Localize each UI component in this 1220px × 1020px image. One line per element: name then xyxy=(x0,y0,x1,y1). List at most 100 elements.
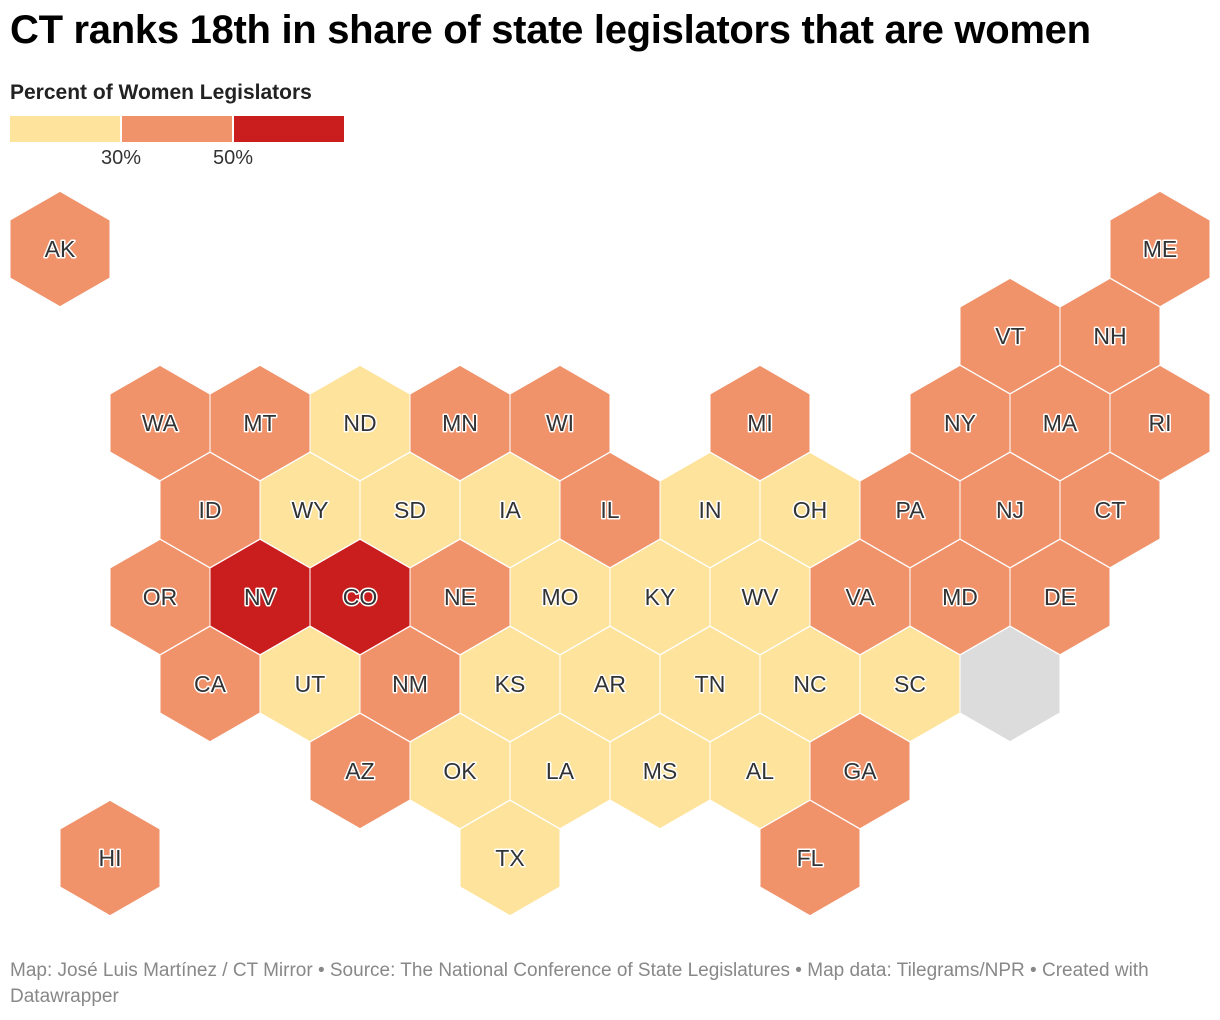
state-label-nv: NV xyxy=(244,584,277,610)
state-nd[interactable]: ND xyxy=(309,364,411,482)
state-ar[interactable]: AR xyxy=(559,625,661,743)
state-wi[interactable]: WI xyxy=(509,364,611,482)
state-ky[interactable]: KY xyxy=(609,538,711,656)
state-label-ms: MS xyxy=(643,758,678,784)
state-tx[interactable]: TX xyxy=(459,799,561,917)
state-label-ri: RI xyxy=(1149,410,1172,436)
state-nh[interactable]: NH xyxy=(1059,277,1161,395)
hex-map: AK ME VT NH WA MT ND MN WI MI NY MA RI ID WY SD IA IL IN OH… xyxy=(9,190,1211,917)
state-label-in: IN xyxy=(699,497,722,523)
state-label-ga: GA xyxy=(843,758,877,784)
state-ks[interactable]: KS xyxy=(459,625,561,743)
state-label-ny: NY xyxy=(944,410,976,436)
state-il[interactable]: IL xyxy=(559,451,661,569)
state-label-or: OR xyxy=(143,584,178,610)
state-label-ks: KS xyxy=(495,671,526,697)
state-ca[interactable]: CA xyxy=(159,625,261,743)
state-label-wy: WY xyxy=(291,497,328,523)
state-label-mt: MT xyxy=(243,410,276,436)
state-label-ia: IA xyxy=(499,497,521,523)
state-pa[interactable]: PA xyxy=(859,451,961,569)
state-label-me: ME xyxy=(1143,236,1178,262)
legend-segment-low xyxy=(10,116,120,142)
state-label-mo: MO xyxy=(541,584,578,610)
state-label-ar: AR xyxy=(594,671,626,697)
state-label-nc: NC xyxy=(793,671,826,697)
state-nm[interactable]: NM xyxy=(359,625,461,743)
state-ut[interactable]: UT xyxy=(259,625,361,743)
state-label-ma: MA xyxy=(1043,410,1078,436)
state-tn[interactable]: TN xyxy=(659,625,761,743)
state-hex-tx[interactable] xyxy=(459,799,561,917)
state-label-la: LA xyxy=(546,758,575,784)
chart-title: CT ranks 18th in share of state legislat… xyxy=(10,8,1091,52)
state-label-id: ID xyxy=(199,497,222,523)
state-label-co: CO xyxy=(343,584,378,610)
state-label-wv: WV xyxy=(741,584,779,610)
state-label-tx: TX xyxy=(495,845,524,871)
state-label-wi: WI xyxy=(546,410,574,436)
state-ms[interactable]: MS xyxy=(609,712,711,830)
state-hex-fl[interactable] xyxy=(759,799,861,917)
state-de[interactable]: DE xyxy=(1009,538,1111,656)
state-label-ca: CA xyxy=(194,671,227,697)
state-label-ky: KY xyxy=(645,584,676,610)
state-la[interactable]: LA xyxy=(509,712,611,830)
state-label-nj: NJ xyxy=(996,497,1024,523)
state-oh[interactable]: OH xyxy=(759,451,861,569)
state-hex-hi[interactable] xyxy=(59,799,161,917)
credits-footer: Map: José Luis Martínez / CT Mirror • So… xyxy=(10,960,1149,1007)
state-label-ct: CT xyxy=(1095,497,1126,523)
state-wa[interactable]: WA xyxy=(109,364,211,482)
state-ia[interactable]: IA xyxy=(459,451,561,569)
state-ri[interactable]: RI xyxy=(1109,364,1211,482)
state-az[interactable]: AZ xyxy=(309,712,411,830)
legend-tick-30: 30% xyxy=(100,147,142,169)
state-label-ut: UT xyxy=(295,671,326,697)
legend-segment-high xyxy=(232,116,344,142)
state-label-md: MD xyxy=(942,584,978,610)
state-label-nd: ND xyxy=(343,410,376,436)
state-al[interactable]: AL xyxy=(709,712,811,830)
state-ga[interactable]: GA xyxy=(809,712,911,830)
state-wv[interactable]: WV xyxy=(709,538,811,656)
state-label-sd: SD xyxy=(394,497,426,523)
state-label-pa: PA xyxy=(896,497,926,523)
state-nc[interactable]: NC xyxy=(759,625,861,743)
state-label-fl: FL xyxy=(797,845,824,871)
state-co[interactable]: CO xyxy=(309,538,411,656)
state-id[interactable]: ID xyxy=(159,451,261,569)
state-label-oh: OH xyxy=(793,497,828,523)
state-label-va: VA xyxy=(846,584,876,610)
state-va[interactable]: VA xyxy=(809,538,911,656)
state-ma[interactable]: MA xyxy=(1009,364,1111,482)
state-fl[interactable]: FL xyxy=(759,799,861,917)
state-ct[interactable]: CT xyxy=(1059,451,1161,569)
state-label-ne: NE xyxy=(444,584,476,610)
state-vt[interactable]: VT xyxy=(959,277,1061,395)
state-ak[interactable]: AK xyxy=(9,190,111,308)
state-label-mn: MN xyxy=(442,410,478,436)
state-hex-ak[interactable] xyxy=(9,190,111,308)
legend-title: Percent of Women Legislators xyxy=(10,81,312,104)
state-label-vt: VT xyxy=(995,323,1024,349)
state-ne[interactable]: NE xyxy=(409,538,511,656)
state-md[interactable]: MD xyxy=(909,538,1011,656)
state-mt[interactable]: MT xyxy=(209,364,311,482)
state-label-al: AL xyxy=(746,758,774,784)
state-me[interactable]: ME xyxy=(1109,190,1211,308)
state-label-mi: MI xyxy=(747,410,773,436)
state-label-az: AZ xyxy=(345,758,374,784)
state-label-il: IL xyxy=(600,497,619,523)
state-label-hi: HI xyxy=(99,845,122,871)
state-hex-empty[interactable] xyxy=(959,625,1061,743)
state-label-de: DE xyxy=(1044,584,1076,610)
state-label-nm: NM xyxy=(392,671,428,697)
legend-segment-mid xyxy=(120,116,232,142)
state-hi[interactable]: HI xyxy=(59,799,161,917)
state-mo[interactable]: MO xyxy=(509,538,611,656)
state-label-tn: TN xyxy=(695,671,726,697)
state-label-wa: WA xyxy=(142,410,179,436)
state-label-nh: NH xyxy=(1093,323,1126,349)
state-empty[interactable] xyxy=(959,625,1061,743)
